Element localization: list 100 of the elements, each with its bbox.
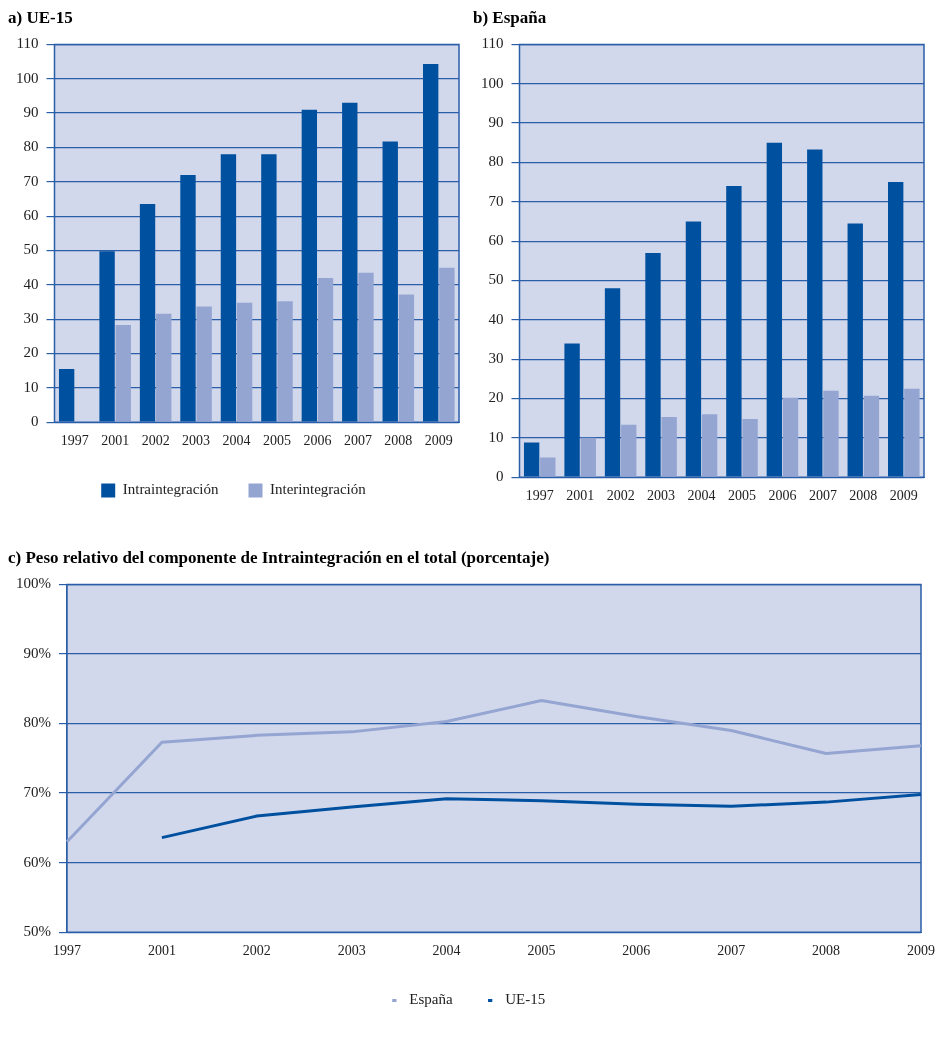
bar	[139, 204, 156, 422]
y-tick-label: 10	[23, 378, 39, 395]
y-tick-label: 0	[31, 413, 39, 430]
bar	[564, 343, 580, 477]
y-tick-label: 80	[23, 138, 39, 155]
y-tick-label: 90%	[23, 644, 51, 661]
x-tick-label: 2005	[727, 488, 756, 504]
bar	[742, 418, 758, 477]
bar	[661, 417, 677, 477]
x-tick-label: 2005	[262, 433, 291, 449]
bar	[277, 301, 293, 422]
y-tick-label: 10	[488, 428, 504, 445]
legend-label: UE-15	[505, 991, 546, 1008]
chart-title: a) UE-15	[8, 7, 73, 27]
bar	[220, 154, 237, 422]
x-tick-label: 2009	[907, 943, 935, 959]
x-tick-label: 2004	[687, 488, 716, 504]
bar	[115, 325, 131, 422]
legend-label: Interintegración	[270, 481, 367, 498]
bar	[726, 186, 742, 477]
bar	[863, 395, 880, 477]
bar	[904, 388, 920, 477]
y-tick-label: 0	[496, 468, 504, 485]
x-tick-label: 2008	[384, 433, 413, 449]
bar	[196, 306, 212, 422]
x-tick-label: 2008	[849, 488, 878, 504]
x-tick-label: 2009	[424, 433, 453, 449]
chart-title: c) Peso relativo del componente de Intraintegración en el total (porcentaje)	[8, 547, 550, 567]
bar	[604, 288, 621, 477]
bar	[847, 223, 863, 477]
y-tick-label: 100	[16, 69, 39, 86]
y-tick-label: 40	[488, 310, 504, 327]
y-tick-label: 60	[23, 207, 39, 224]
y-tick-label: 20	[488, 389, 504, 406]
bar	[358, 272, 374, 422]
bar	[439, 267, 455, 422]
x-tick-label: 2003	[337, 943, 366, 959]
x-tick-label: 2009	[889, 488, 918, 504]
bar	[823, 390, 839, 477]
bar	[645, 252, 661, 477]
x-tick-label: 1997	[525, 488, 554, 504]
bar	[685, 221, 702, 477]
bar	[156, 313, 172, 422]
bar	[888, 182, 904, 477]
y-tick-label: 60%	[23, 853, 51, 870]
x-tick-label: 2006	[622, 943, 651, 959]
bar	[540, 457, 556, 477]
bar	[782, 397, 799, 477]
x-tick-label: 2002	[606, 488, 635, 504]
y-tick-label: 90	[23, 104, 39, 121]
x-tick-label: 2007	[808, 488, 837, 504]
y-tick-label: 30	[23, 310, 39, 327]
y-tick-label: 80	[488, 153, 504, 170]
bar	[621, 424, 637, 477]
x-tick-label: 1997	[53, 943, 81, 959]
bar	[236, 302, 253, 422]
y-tick-label: 110	[481, 35, 504, 52]
x-tick-label: 2008	[812, 943, 841, 959]
y-tick-label: 70	[23, 172, 39, 189]
bar	[99, 251, 115, 422]
x-tick-label: 2006	[303, 433, 332, 449]
y-tick-label: 60	[488, 232, 504, 249]
bar	[317, 277, 334, 422]
y-tick-label: 100%	[16, 575, 51, 592]
x-tick-label: 2002	[141, 433, 170, 449]
y-tick-label: 20	[23, 344, 39, 361]
y-tick-label: 100	[481, 74, 504, 91]
bar	[398, 294, 415, 422]
x-tick-label: 2004	[432, 943, 461, 959]
x-tick-label: 2006	[768, 488, 797, 504]
y-tick-label: 50%	[23, 923, 51, 940]
legend-label: Intraintegración	[122, 481, 219, 498]
bar	[580, 437, 596, 477]
bar	[523, 442, 540, 477]
y-tick-label: 80%	[23, 714, 51, 731]
y-tick-label: 70%	[23, 784, 51, 801]
x-tick-label: 2007	[343, 433, 372, 449]
bar	[701, 414, 718, 477]
x-tick-label: 2002	[242, 943, 271, 959]
y-tick-label: 110	[16, 35, 39, 52]
bar	[301, 109, 318, 422]
x-tick-label: 2003	[647, 488, 676, 504]
legend-label: España	[409, 991, 453, 1008]
bar	[180, 174, 196, 422]
x-tick-label: 2007	[717, 943, 746, 959]
y-tick-label: 50	[23, 241, 39, 258]
y-tick-label: 50	[488, 271, 504, 288]
x-tick-label: 2005	[527, 943, 556, 959]
bar	[261, 154, 277, 422]
x-tick-label: 2003	[182, 433, 211, 449]
y-tick-label: 90	[488, 114, 504, 131]
bar	[382, 141, 398, 422]
x-tick-label: 2001	[147, 943, 176, 959]
y-tick-label: 70	[488, 192, 504, 209]
bar	[766, 142, 783, 477]
bar	[58, 368, 75, 422]
bar	[342, 102, 358, 422]
y-tick-label: 40	[23, 275, 39, 292]
x-tick-label: 2004	[222, 433, 251, 449]
chart-title: b) España	[473, 7, 547, 27]
